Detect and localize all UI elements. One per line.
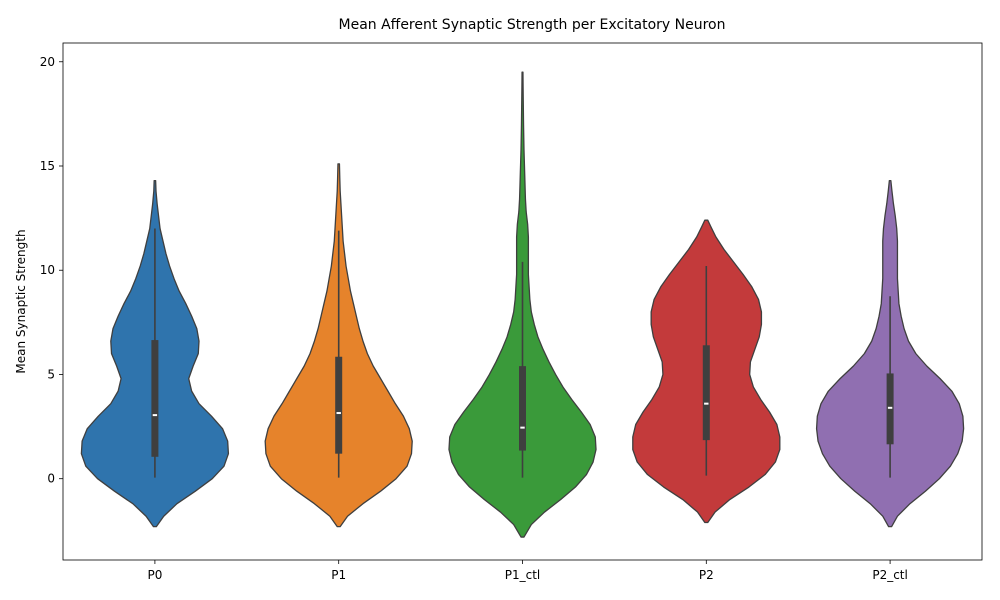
violin-iqr-box-P0 xyxy=(151,340,159,457)
violin-iqr-box-P2_ctl xyxy=(886,373,894,445)
violin-P0 xyxy=(80,179,230,528)
violin-P2_ctl xyxy=(815,179,965,528)
x-tick-label-P2_ctl: P2_ctl xyxy=(872,568,908,582)
x-tick-label-P1_ctl: P1_ctl xyxy=(505,568,541,582)
x-tick-label-P2: P2 xyxy=(699,568,714,582)
y-tick-label: 10 xyxy=(40,263,55,277)
x-tick-label-P1: P1 xyxy=(331,568,346,582)
violin-P2 xyxy=(632,219,781,524)
x-axis: P0 P1 P1_ctl P2 P2_ctl xyxy=(147,560,908,582)
violin-iqr-box-P1 xyxy=(335,356,343,454)
y-tick-label: 0 xyxy=(47,472,55,486)
y-tick-label: 20 xyxy=(40,55,55,69)
violin-iqr-box-P2 xyxy=(702,345,710,441)
y-tick-label: 5 xyxy=(47,367,55,381)
violin-P1_ctl xyxy=(448,71,597,538)
y-axis-label: Mean Synaptic Strength xyxy=(14,229,28,373)
y-tick-label: 15 xyxy=(40,159,55,173)
violins-group xyxy=(80,71,965,538)
violin-P1 xyxy=(264,163,413,528)
y-axis: 0 5 10 15 20 xyxy=(40,55,63,486)
chart-title: Mean Afferent Synaptic Strength per Exci… xyxy=(339,17,726,33)
violin-iqr-box-P1_ctl xyxy=(519,366,526,451)
x-tick-label-P0: P0 xyxy=(147,568,162,582)
